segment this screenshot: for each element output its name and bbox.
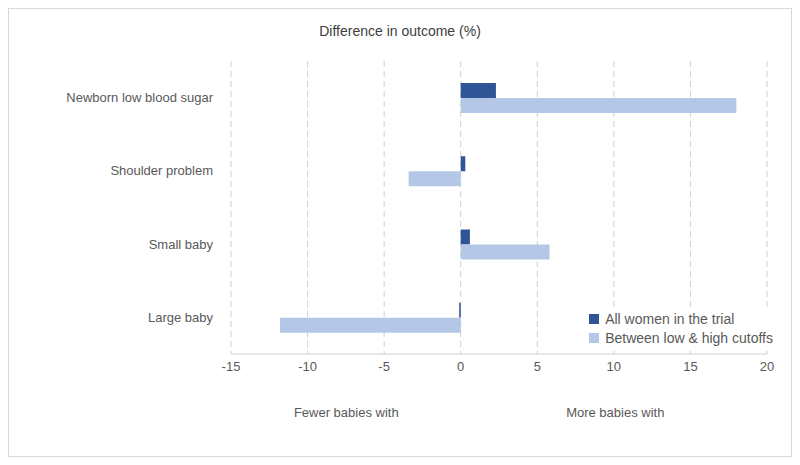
html-text:More babies with: More babies with	[566, 405, 665, 420]
svg-text:0: 0	[457, 359, 464, 374]
svg-text:15: 15	[683, 359, 697, 374]
html-text:Difference in outcome (%): Difference in outcome (%)	[319, 23, 481, 39]
svg-text:5: 5	[534, 359, 541, 374]
svg-text:-15: -15	[222, 359, 241, 374]
svg-text:-10: -10	[298, 359, 317, 374]
svg-text:-5: -5	[378, 359, 390, 374]
html-text:Fewer babies with: Fewer babies with	[293, 405, 399, 420]
svg-text:20: 20	[760, 359, 774, 374]
svg-text:Small baby: Small baby	[149, 237, 214, 252]
svg-text:Newborn low blood sugar: Newborn low blood sugar	[66, 90, 213, 105]
html-text:Between low & high cutoffs: Between low & high cutoffs	[605, 329, 773, 346]
svg-text:10: 10	[607, 359, 621, 374]
svg-text:Shoulder problem: Shoulder problem	[110, 163, 213, 178]
html-text:All women in the trial: All women in the trial	[605, 310, 735, 327]
svg-text:Large baby: Large baby	[148, 310, 214, 325]
